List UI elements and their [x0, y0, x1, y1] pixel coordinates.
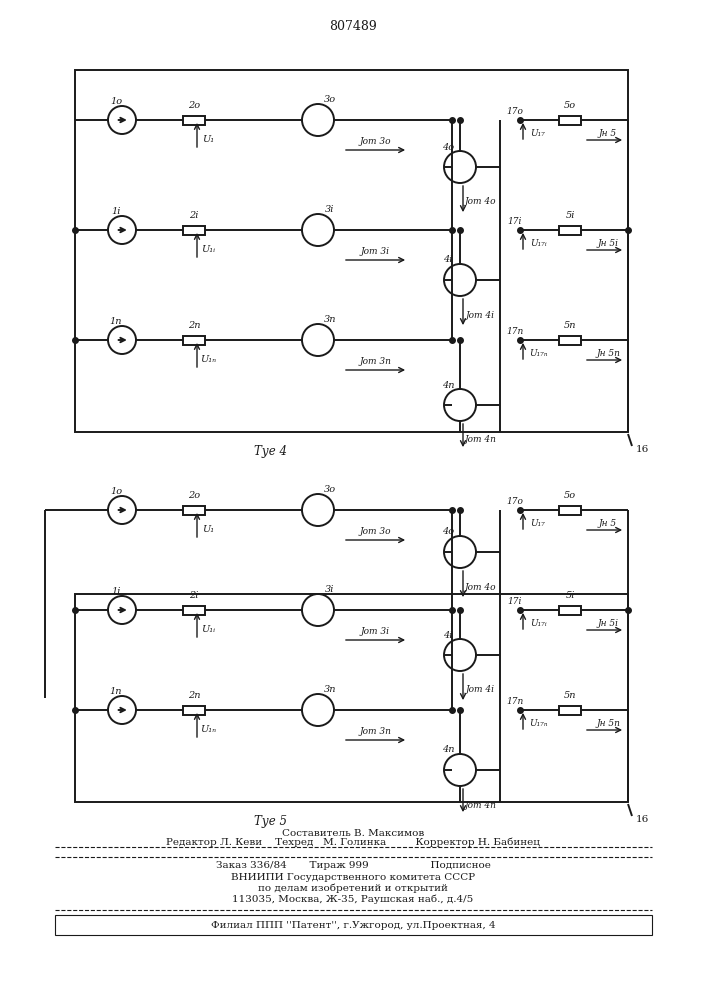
- Text: Jн 5: Jн 5: [599, 128, 617, 137]
- Text: 4i: 4i: [443, 631, 452, 640]
- Bar: [183, 115, 205, 124]
- Text: 3o: 3o: [324, 96, 336, 104]
- Bar: [559, 336, 581, 344]
- Bar: [559, 706, 581, 714]
- Text: Jom 4i: Jom 4i: [465, 310, 494, 320]
- Bar: [75, 594, 628, 802]
- Text: 17n: 17n: [506, 326, 524, 336]
- Text: Jн 5: Jн 5: [599, 518, 617, 528]
- Text: Jн 5i: Jн 5i: [597, 238, 619, 247]
- Text: ВНИИПИ Государственного комитета СССР: ВНИИПИ Государственного комитета СССР: [231, 872, 475, 882]
- Text: Jom 4n: Jom 4n: [464, 436, 496, 444]
- Text: U₁₇ₙ: U₁₇ₙ: [529, 720, 547, 728]
- Text: 1n: 1n: [110, 318, 122, 326]
- Text: 4n: 4n: [442, 746, 455, 754]
- Text: 3i: 3i: [325, 585, 334, 594]
- Text: U₁₇: U₁₇: [530, 520, 545, 528]
- Text: Jom 4o: Jom 4o: [464, 582, 496, 591]
- Text: 3n: 3n: [324, 686, 337, 694]
- Text: Jom 4n: Jom 4n: [464, 800, 496, 810]
- Text: 5o: 5o: [564, 491, 576, 500]
- Text: Jom 3o: Jom 3o: [359, 137, 391, 146]
- Text: 113035, Москва, Ж-35, Раушская наб., д.4/5: 113035, Москва, Ж-35, Раушская наб., д.4…: [233, 894, 474, 904]
- Text: 1o: 1o: [110, 98, 122, 106]
- Text: Jom 3i: Jom 3i: [361, 628, 390, 637]
- Bar: [55, 915, 652, 935]
- Text: U₁ₙ: U₁ₙ: [200, 356, 216, 364]
- Text: 17i: 17i: [508, 217, 522, 226]
- Bar: [559, 506, 581, 514]
- Text: 4o: 4o: [442, 142, 454, 151]
- Text: U₁ᵢ: U₁ᵢ: [201, 626, 215, 635]
- Text: 5n: 5n: [563, 322, 576, 330]
- Text: 2n: 2n: [188, 322, 200, 330]
- Text: 17n: 17n: [506, 696, 524, 706]
- Text: по делам изобретений и открытий: по делам изобретений и открытий: [258, 883, 448, 893]
- Text: U₁: U₁: [202, 526, 214, 534]
- Text: Jom 4o: Jom 4o: [464, 198, 496, 207]
- Text: 17i: 17i: [508, 596, 522, 605]
- Bar: [559, 115, 581, 124]
- Text: 5i: 5i: [566, 212, 575, 221]
- Text: Jom 3n: Jom 3n: [359, 358, 391, 366]
- Text: 4o: 4o: [442, 528, 454, 536]
- Text: 4n: 4n: [442, 380, 455, 389]
- Text: 16: 16: [636, 446, 648, 454]
- Bar: [559, 226, 581, 234]
- Text: 2i: 2i: [189, 212, 199, 221]
- Text: 1i: 1i: [111, 208, 121, 217]
- Text: U₁₇ᵢ: U₁₇ᵢ: [530, 619, 547, 629]
- Bar: [183, 506, 205, 514]
- Bar: [183, 605, 205, 614]
- Text: 3i: 3i: [325, 206, 334, 215]
- Text: 3n: 3n: [324, 316, 337, 324]
- Text: 3o: 3o: [324, 486, 336, 494]
- Text: U₁ᵢ: U₁ᵢ: [201, 245, 215, 254]
- Text: 1i: 1i: [111, 587, 121, 596]
- Bar: [183, 336, 205, 344]
- Text: U₁₇ᵢ: U₁₇ᵢ: [530, 239, 547, 248]
- Text: 5o: 5o: [564, 102, 576, 110]
- Text: 2o: 2o: [188, 102, 200, 110]
- Text: U₁₇ₙ: U₁₇ₙ: [529, 350, 547, 359]
- Text: 4i: 4i: [443, 255, 452, 264]
- Text: Τуе 4: Τуе 4: [254, 446, 286, 458]
- Text: Jн 5i: Jн 5i: [597, 618, 619, 628]
- Text: 1o: 1o: [110, 488, 122, 496]
- Text: 17o: 17o: [506, 496, 523, 506]
- Text: Jom 3o: Jom 3o: [359, 528, 391, 536]
- Bar: [75, 70, 628, 432]
- Bar: [183, 706, 205, 714]
- Text: Jom 3n: Jom 3n: [359, 728, 391, 736]
- Text: Τуе 5: Τуе 5: [254, 816, 286, 828]
- Text: Составитель В. Максимов: Составитель В. Максимов: [282, 828, 424, 838]
- Text: Филиал ППП ''Патент'', г.Ужгород, ул.Проектная, 4: Филиал ППП ''Патент'', г.Ужгород, ул.Про…: [211, 920, 496, 930]
- Text: 2n: 2n: [188, 692, 200, 700]
- Text: 2o: 2o: [188, 491, 200, 500]
- Text: 807489: 807489: [329, 20, 377, 33]
- Text: Редактор Л. Кеви    Техред   М. Голинка         Корректор Н. Бабинец: Редактор Л. Кеви Техред М. Голинка Корре…: [166, 837, 540, 847]
- Text: Jн 5n: Jн 5n: [596, 349, 620, 358]
- Text: 16: 16: [636, 816, 648, 824]
- Text: U₁ₙ: U₁ₙ: [200, 726, 216, 734]
- Text: 17o: 17o: [506, 106, 523, 115]
- Text: 2i: 2i: [189, 591, 199, 600]
- Bar: [559, 605, 581, 614]
- Bar: [183, 226, 205, 234]
- Text: 1n: 1n: [110, 688, 122, 696]
- Text: U₁₇: U₁₇: [530, 129, 545, 138]
- Text: U₁: U₁: [202, 135, 214, 144]
- Text: Jom 4i: Jom 4i: [465, 686, 494, 694]
- Text: 5i: 5i: [566, 591, 575, 600]
- Text: Jom 3i: Jom 3i: [361, 247, 390, 256]
- Text: Заказ 336/84       Тираж 999                   Подписное: Заказ 336/84 Тираж 999 Подписное: [216, 861, 491, 870]
- Text: 5n: 5n: [563, 692, 576, 700]
- Text: Jн 5n: Jн 5n: [596, 718, 620, 728]
